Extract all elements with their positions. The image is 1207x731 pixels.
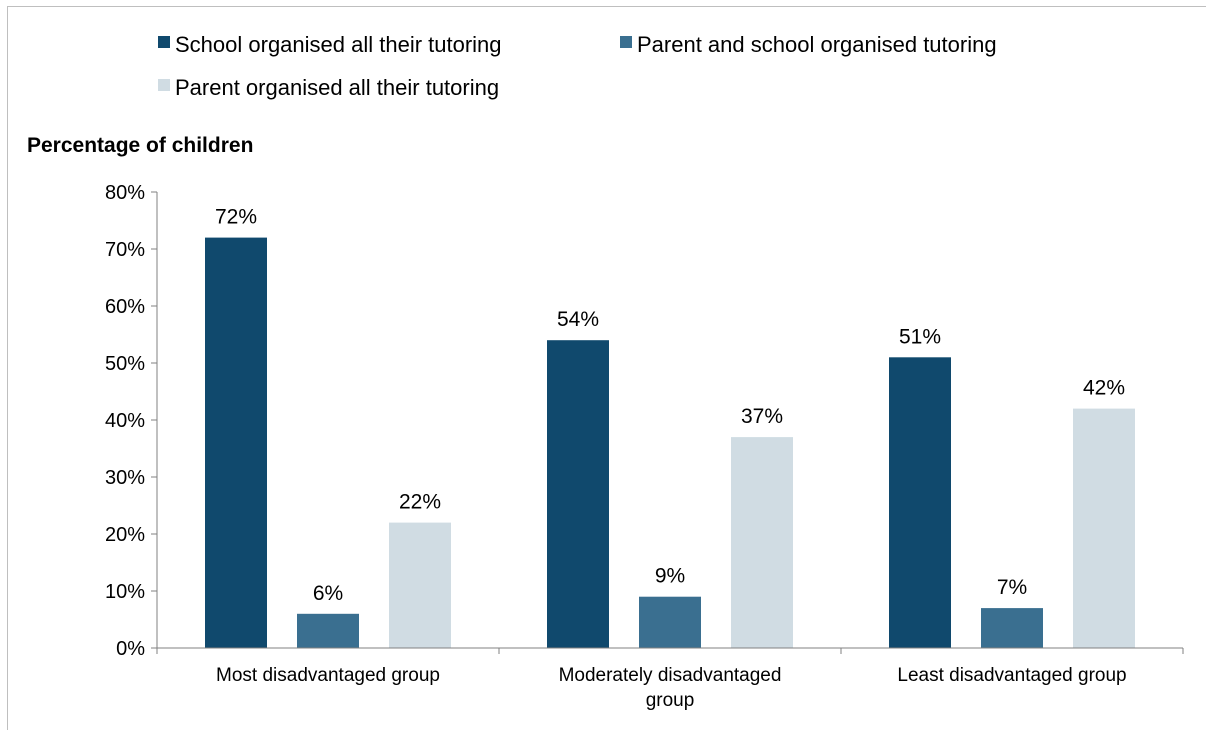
bar	[981, 608, 1043, 648]
category-label: Moderately disadvantaged group	[559, 665, 782, 711]
legend-swatch	[158, 36, 170, 48]
y-tick-label: 10%	[105, 581, 145, 603]
data-label: 51%	[899, 325, 941, 348]
data-label: 6%	[313, 582, 343, 605]
bar	[297, 613, 359, 648]
y-tick-label: 0%	[116, 638, 145, 660]
bar	[1073, 408, 1135, 648]
legend-label: Parent and school organised tutoring	[637, 32, 997, 57]
bar	[389, 522, 451, 648]
legend-swatch	[620, 36, 632, 48]
bar	[205, 237, 267, 648]
category-label: Most disadvantaged group	[216, 665, 440, 686]
y-tick-label: 60%	[105, 296, 145, 318]
bar	[547, 340, 609, 648]
legend-label: School organised all their tutoring	[175, 32, 502, 57]
y-tick-label: 70%	[105, 239, 145, 261]
category-label: Least disadvantaged group	[897, 665, 1126, 686]
y-tick-label: 50%	[105, 353, 145, 375]
data-label: 72%	[215, 206, 257, 229]
data-label: 42%	[1083, 377, 1125, 400]
bar	[731, 437, 793, 648]
data-label: 54%	[557, 308, 599, 331]
y-tick-label: 40%	[105, 410, 145, 432]
bar	[639, 596, 701, 648]
y-tick-label: 80%	[105, 182, 145, 204]
y-tick-label: 30%	[105, 467, 145, 489]
y-axis: 0% 10% 20% 30% 40% 50% 60% 70% 80%	[105, 182, 158, 660]
y-axis-title: Percentage of children	[27, 134, 253, 157]
y-tick-label: 20%	[105, 524, 145, 546]
data-labels: 72% 54% 51% 6% 9% 7% 22% 37% 42%	[215, 206, 1125, 605]
legend: School organised all their tutoring Paren…	[158, 32, 997, 100]
data-label: 9%	[655, 565, 685, 588]
data-label: 37%	[741, 405, 783, 428]
data-label: 7%	[997, 576, 1027, 599]
x-axis: Most disadvantaged group Moderately disad…	[156, 647, 1184, 711]
legend-label: Parent organised all their tutoring	[175, 75, 499, 100]
bars	[205, 237, 1135, 648]
data-label: 22%	[399, 491, 441, 514]
legend-swatch	[158, 79, 170, 91]
bar	[889, 357, 951, 648]
